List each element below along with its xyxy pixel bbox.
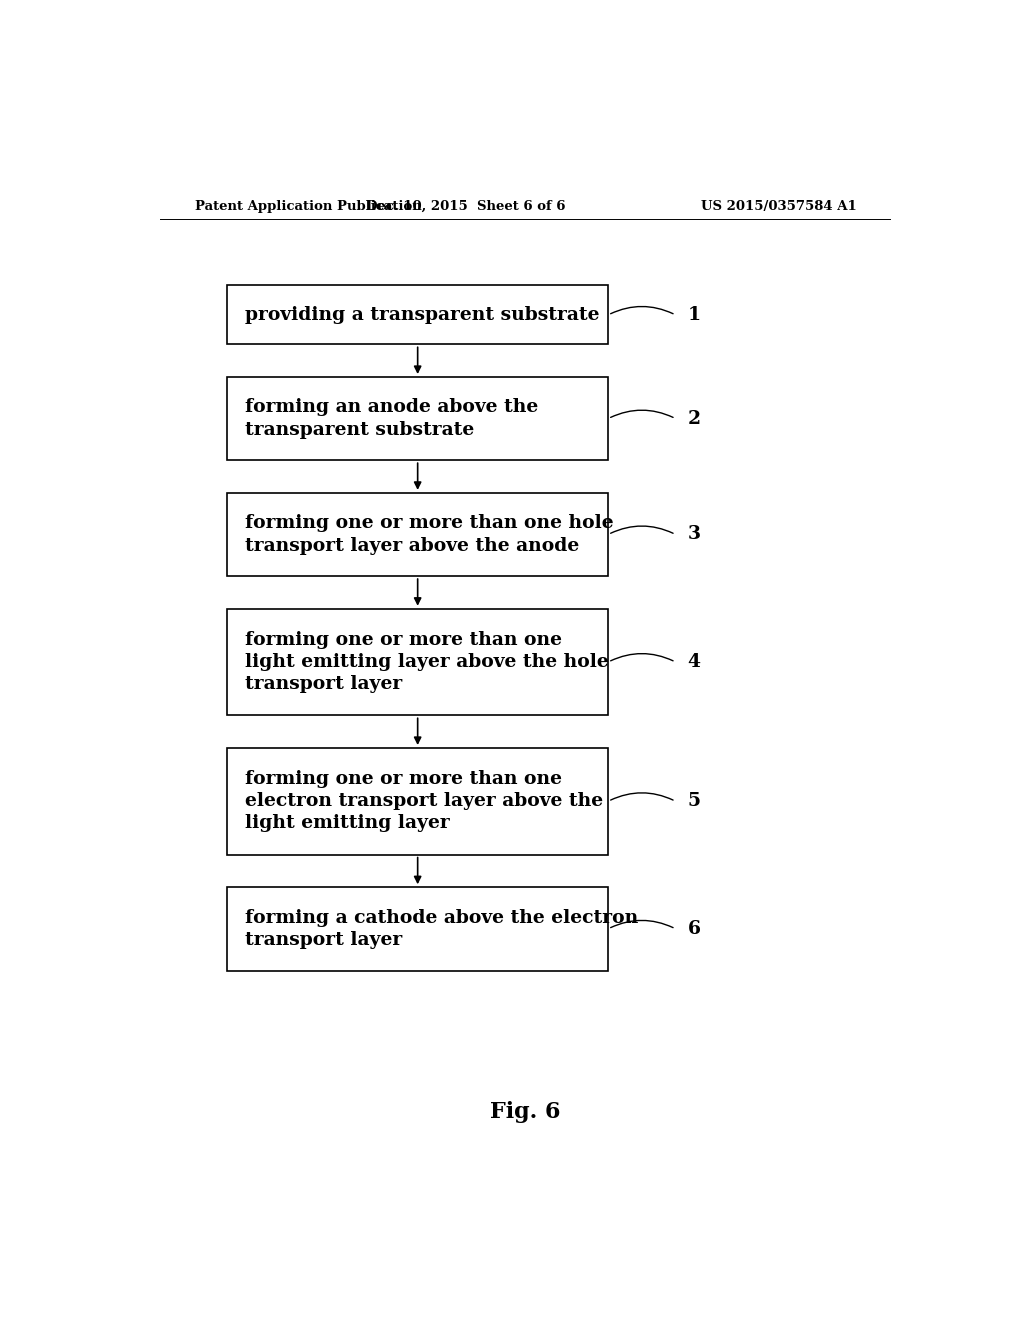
Text: Dec. 10, 2015  Sheet 6 of 6: Dec. 10, 2015 Sheet 6 of 6 (366, 199, 565, 213)
Text: Patent Application Publication: Patent Application Publication (196, 199, 422, 213)
Text: forming an anode above the
transparent substrate: forming an anode above the transparent s… (245, 399, 538, 438)
Bar (227, 748, 608, 854)
Text: 6: 6 (687, 920, 700, 937)
Bar (227, 887, 608, 970)
Text: providing a transparent substrate: providing a transparent substrate (245, 306, 599, 323)
Bar (227, 285, 608, 345)
Bar (227, 609, 608, 715)
Text: forming one or more than one
light emitting layer above the hole
transport layer: forming one or more than one light emitt… (245, 631, 608, 693)
Text: Fig. 6: Fig. 6 (489, 1101, 560, 1123)
Text: 1: 1 (687, 306, 700, 323)
Text: 5: 5 (687, 792, 700, 810)
Bar (227, 378, 608, 461)
Text: 3: 3 (687, 525, 700, 544)
Text: US 2015/0357584 A1: US 2015/0357584 A1 (700, 199, 857, 213)
Bar (227, 492, 608, 576)
Text: forming one or more than one hole
transport layer above the anode: forming one or more than one hole transp… (245, 515, 613, 554)
Text: 2: 2 (687, 409, 700, 428)
Text: forming one or more than one
electron transport layer above the
light emitting l: forming one or more than one electron tr… (245, 770, 603, 833)
Text: 4: 4 (687, 653, 700, 671)
Text: forming a cathode above the electron
transport layer: forming a cathode above the electron tra… (245, 908, 638, 949)
